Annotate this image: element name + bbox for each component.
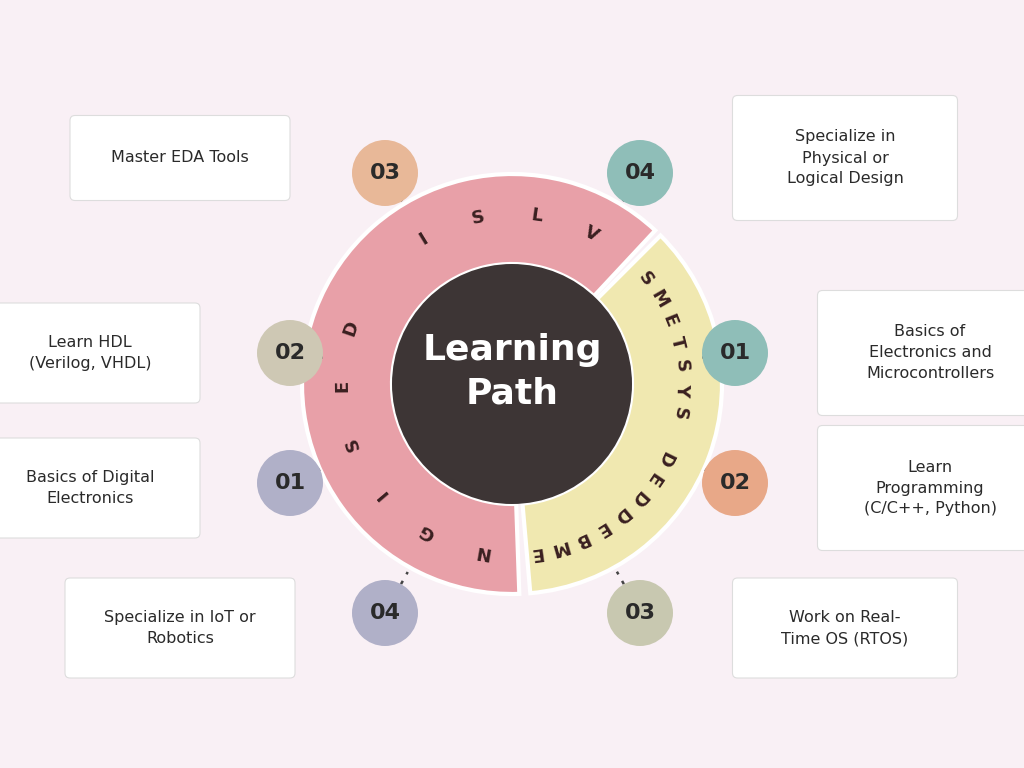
Wedge shape	[302, 174, 655, 594]
Text: 04: 04	[625, 163, 655, 183]
Text: E: E	[659, 311, 680, 329]
Circle shape	[607, 140, 673, 206]
Text: Basics of
Electronics and
Microcontrollers: Basics of Electronics and Microcontrolle…	[866, 325, 994, 382]
Text: 03: 03	[625, 603, 655, 623]
Text: D: D	[627, 486, 650, 509]
FancyBboxPatch shape	[817, 290, 1024, 415]
Text: 02: 02	[274, 343, 305, 363]
Text: 01: 01	[720, 343, 751, 363]
Text: Work on Real-
Time OS (RTOS): Work on Real- Time OS (RTOS)	[781, 610, 908, 646]
FancyBboxPatch shape	[70, 115, 290, 200]
Text: Learn HDL
(Verilog, VHDL): Learn HDL (Verilog, VHDL)	[29, 335, 152, 371]
Circle shape	[607, 580, 673, 646]
Text: N: N	[473, 541, 492, 561]
Text: G: G	[417, 520, 438, 543]
Wedge shape	[522, 236, 722, 593]
FancyBboxPatch shape	[0, 303, 200, 403]
Circle shape	[702, 320, 768, 386]
Text: D: D	[609, 502, 633, 526]
Circle shape	[352, 140, 418, 206]
Text: Y: Y	[673, 383, 691, 397]
Text: Basics of Digital
Electronics: Basics of Digital Electronics	[26, 470, 155, 506]
Text: 03: 03	[370, 163, 400, 183]
Text: E: E	[528, 542, 543, 562]
Text: Master EDA Tools: Master EDA Tools	[112, 151, 249, 165]
Text: Learning
Path: Learning Path	[422, 333, 602, 411]
Text: S: S	[670, 406, 689, 422]
Text: E: E	[592, 518, 612, 539]
Text: D: D	[340, 319, 362, 339]
FancyBboxPatch shape	[732, 578, 957, 678]
Circle shape	[392, 264, 632, 504]
Text: V: V	[582, 223, 602, 245]
Text: T: T	[667, 335, 687, 351]
Text: Specialize in IoT or
Robotics: Specialize in IoT or Robotics	[104, 610, 256, 646]
Text: B: B	[571, 528, 591, 551]
FancyBboxPatch shape	[65, 578, 295, 678]
Text: S: S	[470, 207, 486, 227]
Circle shape	[352, 580, 418, 646]
Circle shape	[702, 450, 768, 516]
Text: E: E	[642, 469, 664, 489]
Text: Specialize in
Physical or
Logical Design: Specialize in Physical or Logical Design	[786, 130, 903, 187]
Text: S: S	[672, 359, 691, 374]
FancyBboxPatch shape	[817, 425, 1024, 551]
Text: E: E	[333, 380, 351, 392]
Text: 02: 02	[720, 473, 751, 493]
Text: D: D	[653, 448, 676, 469]
FancyBboxPatch shape	[732, 95, 957, 220]
Text: M: M	[548, 536, 570, 558]
Text: 04: 04	[370, 603, 400, 623]
Text: Learn
Programming
(C/C++, Python): Learn Programming (C/C++, Python)	[863, 459, 996, 517]
Circle shape	[257, 320, 323, 386]
Circle shape	[257, 450, 323, 516]
Text: I: I	[416, 230, 431, 248]
Text: I: I	[374, 486, 391, 502]
Text: 01: 01	[274, 473, 305, 493]
Text: S: S	[635, 269, 657, 290]
Text: M: M	[647, 286, 672, 311]
Text: S: S	[342, 435, 364, 453]
FancyBboxPatch shape	[0, 438, 200, 538]
Text: L: L	[529, 206, 543, 226]
